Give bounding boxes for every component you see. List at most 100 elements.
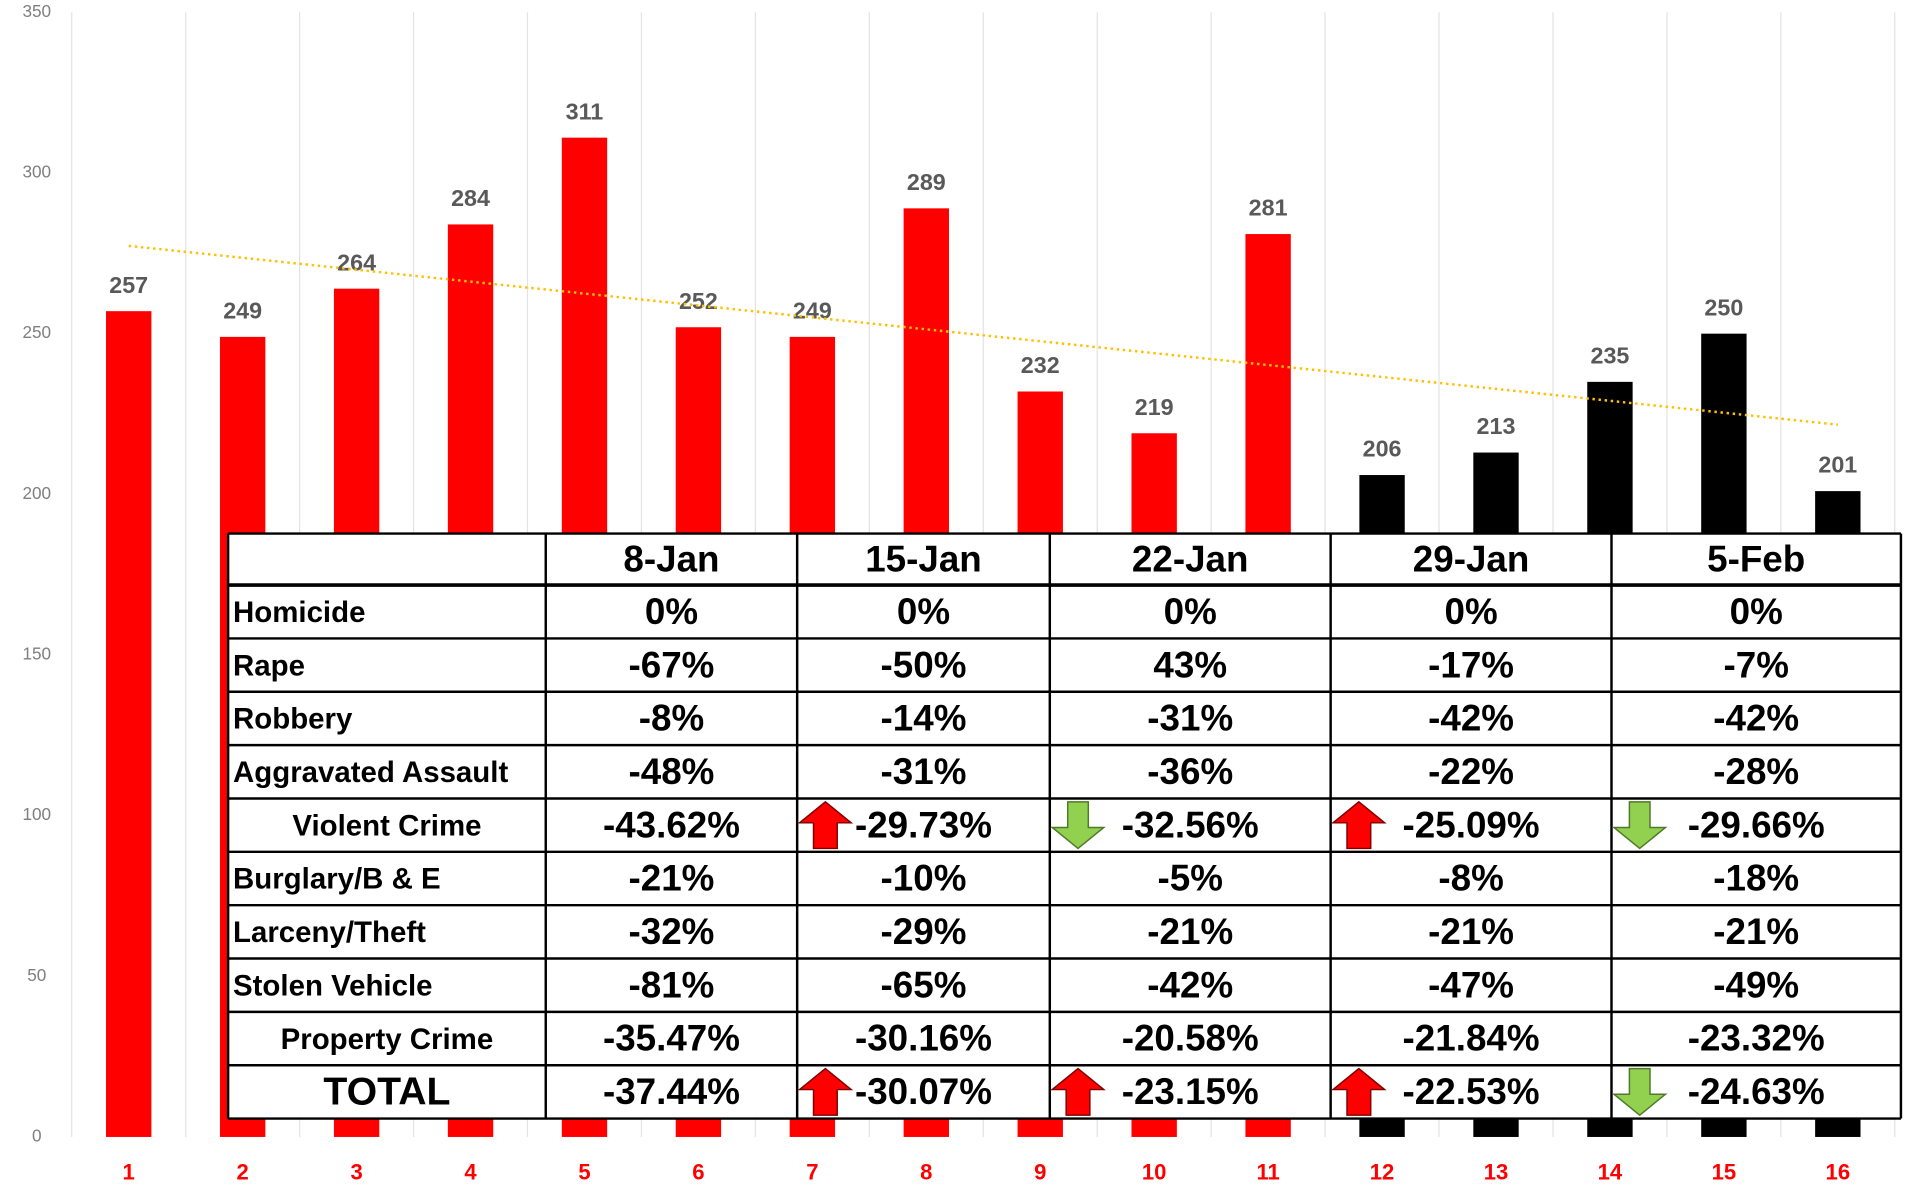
table-cell: -5% (1158, 858, 1223, 899)
table-cell: 43% (1153, 644, 1227, 685)
table-cell: -35.47% (603, 1018, 740, 1059)
table-cell: -49% (1713, 964, 1799, 1005)
x-tick-label: 12 (1370, 1160, 1395, 1185)
table-cell: -14% (881, 698, 967, 739)
table-cell: -7% (1723, 644, 1788, 685)
table-cell: 0% (1730, 591, 1783, 632)
table-cell: -22.53% (1403, 1071, 1540, 1112)
data-label: 264 (337, 249, 376, 275)
trendline (128, 244, 1838, 426)
table-cell: -23.15% (1122, 1071, 1259, 1112)
table-cell: 0% (897, 591, 950, 632)
row-label: Rape (233, 649, 305, 682)
y-tick-label: 100 (22, 804, 51, 824)
data-label: 289 (907, 169, 946, 195)
row-label: Property Crime (281, 1023, 494, 1056)
data-label: 206 (1363, 436, 1402, 462)
x-tick-label: 6 (692, 1160, 704, 1185)
table-cell: 0% (1444, 591, 1497, 632)
table-cell: 0% (1164, 591, 1217, 632)
table-background (228, 533, 1901, 1119)
table-cell: -31% (881, 751, 967, 792)
table-cell: -29.73% (855, 804, 992, 845)
data-label: 201 (1818, 452, 1857, 478)
down-arrow (1050, 801, 1106, 850)
x-tick-label: 13 (1484, 1160, 1509, 1185)
table-cell: -10% (881, 858, 967, 899)
table-cell: 0% (645, 591, 698, 632)
x-tick-label: 9 (1034, 1160, 1046, 1185)
down-arrow (1611, 801, 1668, 850)
table-cell: -29% (881, 911, 967, 952)
table-cell: -21% (1428, 911, 1514, 952)
table-cell: -8% (1438, 858, 1503, 899)
table-cell: -21% (1713, 911, 1799, 952)
table-cell: -22% (1428, 751, 1514, 792)
x-tick-label: 3 (350, 1160, 362, 1185)
row-label: Homicide (233, 596, 365, 629)
x-tick-label: 7 (806, 1160, 818, 1185)
table-cell: -20.58% (1122, 1018, 1259, 1059)
table-cell: -31% (1147, 698, 1233, 739)
y-tick-label: 150 (22, 644, 51, 664)
data-label: 219 (1135, 394, 1174, 420)
table-cell: -29.66% (1688, 804, 1825, 845)
y-tick-label: 350 (22, 1, 51, 21)
table-cell: -24.63% (1688, 1071, 1825, 1112)
y-tick-label: 0 (32, 1125, 42, 1145)
table-cell: -32.56% (1122, 804, 1259, 845)
data-label: 250 (1704, 294, 1743, 320)
table-cell: -25.09% (1403, 804, 1540, 845)
data-label: 235 (1591, 342, 1630, 368)
row-label: Aggravated Assault (233, 756, 508, 789)
table-cell: -48% (629, 751, 715, 792)
table-cell: -18% (1713, 858, 1799, 899)
table-cell: -21% (1147, 911, 1233, 952)
data-label: 311 (566, 98, 604, 124)
up-arrow (1050, 1067, 1106, 1116)
column-header: 8-Jan (623, 538, 719, 579)
table-cell: -17% (1428, 644, 1514, 685)
table-cell: -67% (629, 644, 715, 685)
data-label: 213 (1477, 413, 1516, 439)
table-cell: -42% (1428, 698, 1514, 739)
x-tick-label: 14 (1598, 1160, 1623, 1185)
table-cell: -8% (639, 698, 704, 739)
table-cell: -21% (629, 858, 715, 899)
column-header: 22-Jan (1132, 538, 1249, 579)
column-header: 29-Jan (1413, 538, 1530, 579)
row-label: Violent Crime (292, 809, 481, 842)
table-cell: -37.44% (603, 1071, 740, 1112)
table-cell: -36% (1147, 751, 1233, 792)
x-tick-label: 8 (920, 1160, 932, 1185)
x-tick-label: 10 (1142, 1160, 1167, 1185)
row-label: TOTAL (323, 1070, 450, 1114)
table-cell: -28% (1713, 751, 1799, 792)
x-tick-label: 5 (578, 1160, 590, 1185)
data-label: 281 (1249, 195, 1288, 221)
data-label: 284 (451, 185, 490, 211)
up-arrow (1331, 800, 1387, 850)
row-label: Robbery (233, 703, 353, 736)
table-cell: -50% (881, 644, 967, 685)
x-tick-label: 16 (1826, 1160, 1851, 1185)
up-arrow (797, 1067, 854, 1116)
data-label: 252 (679, 288, 718, 314)
row-label: Stolen Vehicle (233, 969, 433, 1002)
column-header: 5-Feb (1707, 538, 1805, 579)
table-cell: -21.84% (1403, 1018, 1540, 1059)
table-cell: -32% (629, 911, 715, 952)
x-tick-label: 2 (237, 1160, 249, 1185)
down-arrow (1611, 1067, 1668, 1117)
y-tick-label: 250 (22, 322, 51, 342)
table-cell: -42% (1147, 964, 1233, 1005)
x-tick-label: 11 (1256, 1160, 1279, 1185)
bar (106, 311, 152, 1137)
x-tick-label: 4 (464, 1160, 477, 1185)
x-tick-label: 1 (123, 1160, 135, 1185)
table-cell: -65% (881, 964, 967, 1005)
table-cell: -30.16% (855, 1018, 992, 1059)
table-cell: -23.32% (1688, 1018, 1825, 1059)
